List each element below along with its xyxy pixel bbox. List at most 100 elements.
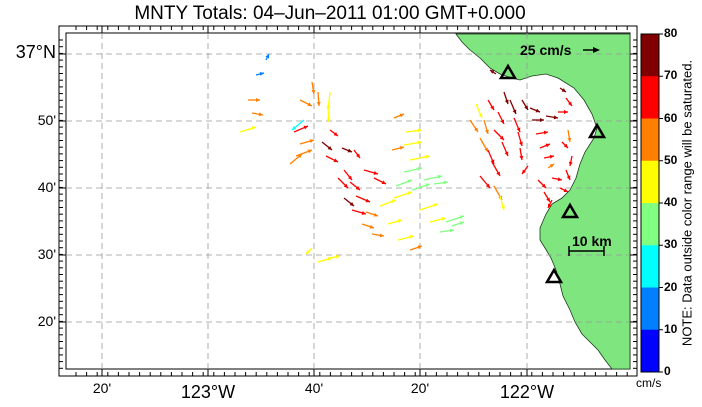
current-vector bbox=[561, 141, 569, 149]
lat-label: 20' bbox=[37, 313, 56, 329]
current-vector bbox=[337, 177, 349, 189]
current-vector bbox=[329, 129, 339, 137]
border-ticks bbox=[59, 26, 637, 376]
current-vector bbox=[469, 119, 479, 133]
colorbar-tick-label: 10 bbox=[664, 321, 678, 336]
current-vector bbox=[391, 146, 405, 151]
lat-label: 40' bbox=[37, 179, 56, 195]
lat-label: 30' bbox=[37, 246, 56, 262]
graticule bbox=[66, 33, 630, 369]
current-vector bbox=[503, 91, 509, 105]
current-vector bbox=[291, 119, 305, 131]
current-vector bbox=[529, 107, 541, 113]
lat-label: 37°N bbox=[15, 42, 56, 62]
station-marker bbox=[544, 267, 564, 284]
current-vector bbox=[326, 91, 331, 111]
current-vector bbox=[543, 154, 555, 159]
colorbar-segment bbox=[641, 118, 659, 162]
current-vector bbox=[379, 199, 397, 207]
colorbar-note-wrap: NOTE: Data outside color range will be s… bbox=[677, 34, 697, 372]
colorbar-segment bbox=[641, 203, 659, 246]
colorbar-tick-label: 20 bbox=[664, 279, 678, 294]
current-vector bbox=[343, 197, 355, 207]
current-vector bbox=[255, 72, 265, 76]
station-marker bbox=[560, 202, 580, 219]
current-vector bbox=[451, 221, 465, 227]
current-vector bbox=[483, 119, 489, 135]
current-vector bbox=[521, 165, 529, 175]
colorbar-segment bbox=[641, 160, 659, 204]
current-vector bbox=[409, 245, 423, 251]
current-vector bbox=[493, 129, 505, 141]
current-vector bbox=[403, 140, 423, 146]
current-vector bbox=[251, 112, 264, 117]
current-vector bbox=[341, 147, 353, 153]
current-vector bbox=[491, 161, 501, 177]
current-vector bbox=[517, 131, 523, 147]
current-vector bbox=[539, 143, 551, 149]
station-marker bbox=[587, 122, 607, 139]
station-marker bbox=[498, 63, 518, 80]
lon-label: 122°W bbox=[499, 382, 555, 402]
current-vector bbox=[393, 113, 405, 119]
colorbar-tick-label: 50 bbox=[664, 152, 678, 167]
current-vector bbox=[439, 228, 455, 233]
current-vector bbox=[565, 97, 573, 107]
current-vector bbox=[547, 163, 555, 169]
current-vector bbox=[479, 175, 491, 189]
current-vector bbox=[551, 177, 563, 182]
colorbar-segment bbox=[641, 287, 659, 331]
current-vector bbox=[543, 191, 551, 203]
current-vector bbox=[558, 110, 568, 114]
current-vector bbox=[501, 141, 509, 157]
current-vector bbox=[567, 129, 572, 143]
current-vector bbox=[547, 199, 553, 209]
current-vector bbox=[565, 169, 571, 181]
lon-label: 20' bbox=[92, 380, 112, 396]
current-vector bbox=[479, 137, 489, 153]
colorbar-segment bbox=[641, 34, 659, 77]
current-vector bbox=[497, 111, 505, 125]
current-vector bbox=[371, 233, 385, 238]
current-vector bbox=[373, 177, 387, 185]
current-vector bbox=[487, 99, 495, 111]
current-vector bbox=[329, 254, 341, 259]
colorbar-segment bbox=[641, 245, 659, 288]
current-vector bbox=[293, 125, 309, 133]
colorbar-tick-label: 80 bbox=[664, 26, 678, 40]
current-vector bbox=[316, 91, 321, 107]
distance-label: 10 km bbox=[572, 233, 612, 249]
current-vector bbox=[311, 81, 316, 95]
map-title: MNTY Totals: 04–Jun–2011 01:00 GMT+0.000 bbox=[134, 3, 526, 24]
lon-label: 20' bbox=[410, 380, 430, 396]
current-vector bbox=[351, 209, 367, 215]
colorbar-tick-label: 0 bbox=[664, 364, 671, 378]
current-vector bbox=[559, 187, 569, 193]
current-vector bbox=[475, 103, 483, 119]
colorbar-tick-label: 60 bbox=[664, 110, 678, 125]
current-vector bbox=[419, 203, 439, 211]
current-vector bbox=[445, 215, 465, 223]
colorbar-segment bbox=[641, 76, 659, 119]
current-vectors bbox=[239, 53, 573, 263]
colorbar-segment bbox=[641, 329, 659, 373]
current-vector bbox=[265, 53, 270, 61]
current-vector bbox=[513, 117, 521, 133]
current-vector bbox=[353, 149, 361, 159]
colorbar-note: NOTE: Data outside color range will be s… bbox=[679, 59, 695, 347]
scale-arrow-head bbox=[593, 47, 600, 53]
current-vector bbox=[326, 107, 331, 123]
current-vector bbox=[299, 99, 313, 107]
colorbar bbox=[640, 33, 663, 373]
current-vector bbox=[509, 99, 517, 115]
lon-label: 40' bbox=[304, 380, 324, 396]
current-vector bbox=[393, 191, 413, 199]
current-vector bbox=[423, 174, 443, 181]
current-vector bbox=[387, 219, 403, 225]
current-vector bbox=[568, 155, 573, 167]
current-vector bbox=[305, 247, 313, 255]
current-vector bbox=[325, 155, 339, 163]
current-vector bbox=[397, 235, 415, 241]
current-vector bbox=[429, 217, 447, 223]
